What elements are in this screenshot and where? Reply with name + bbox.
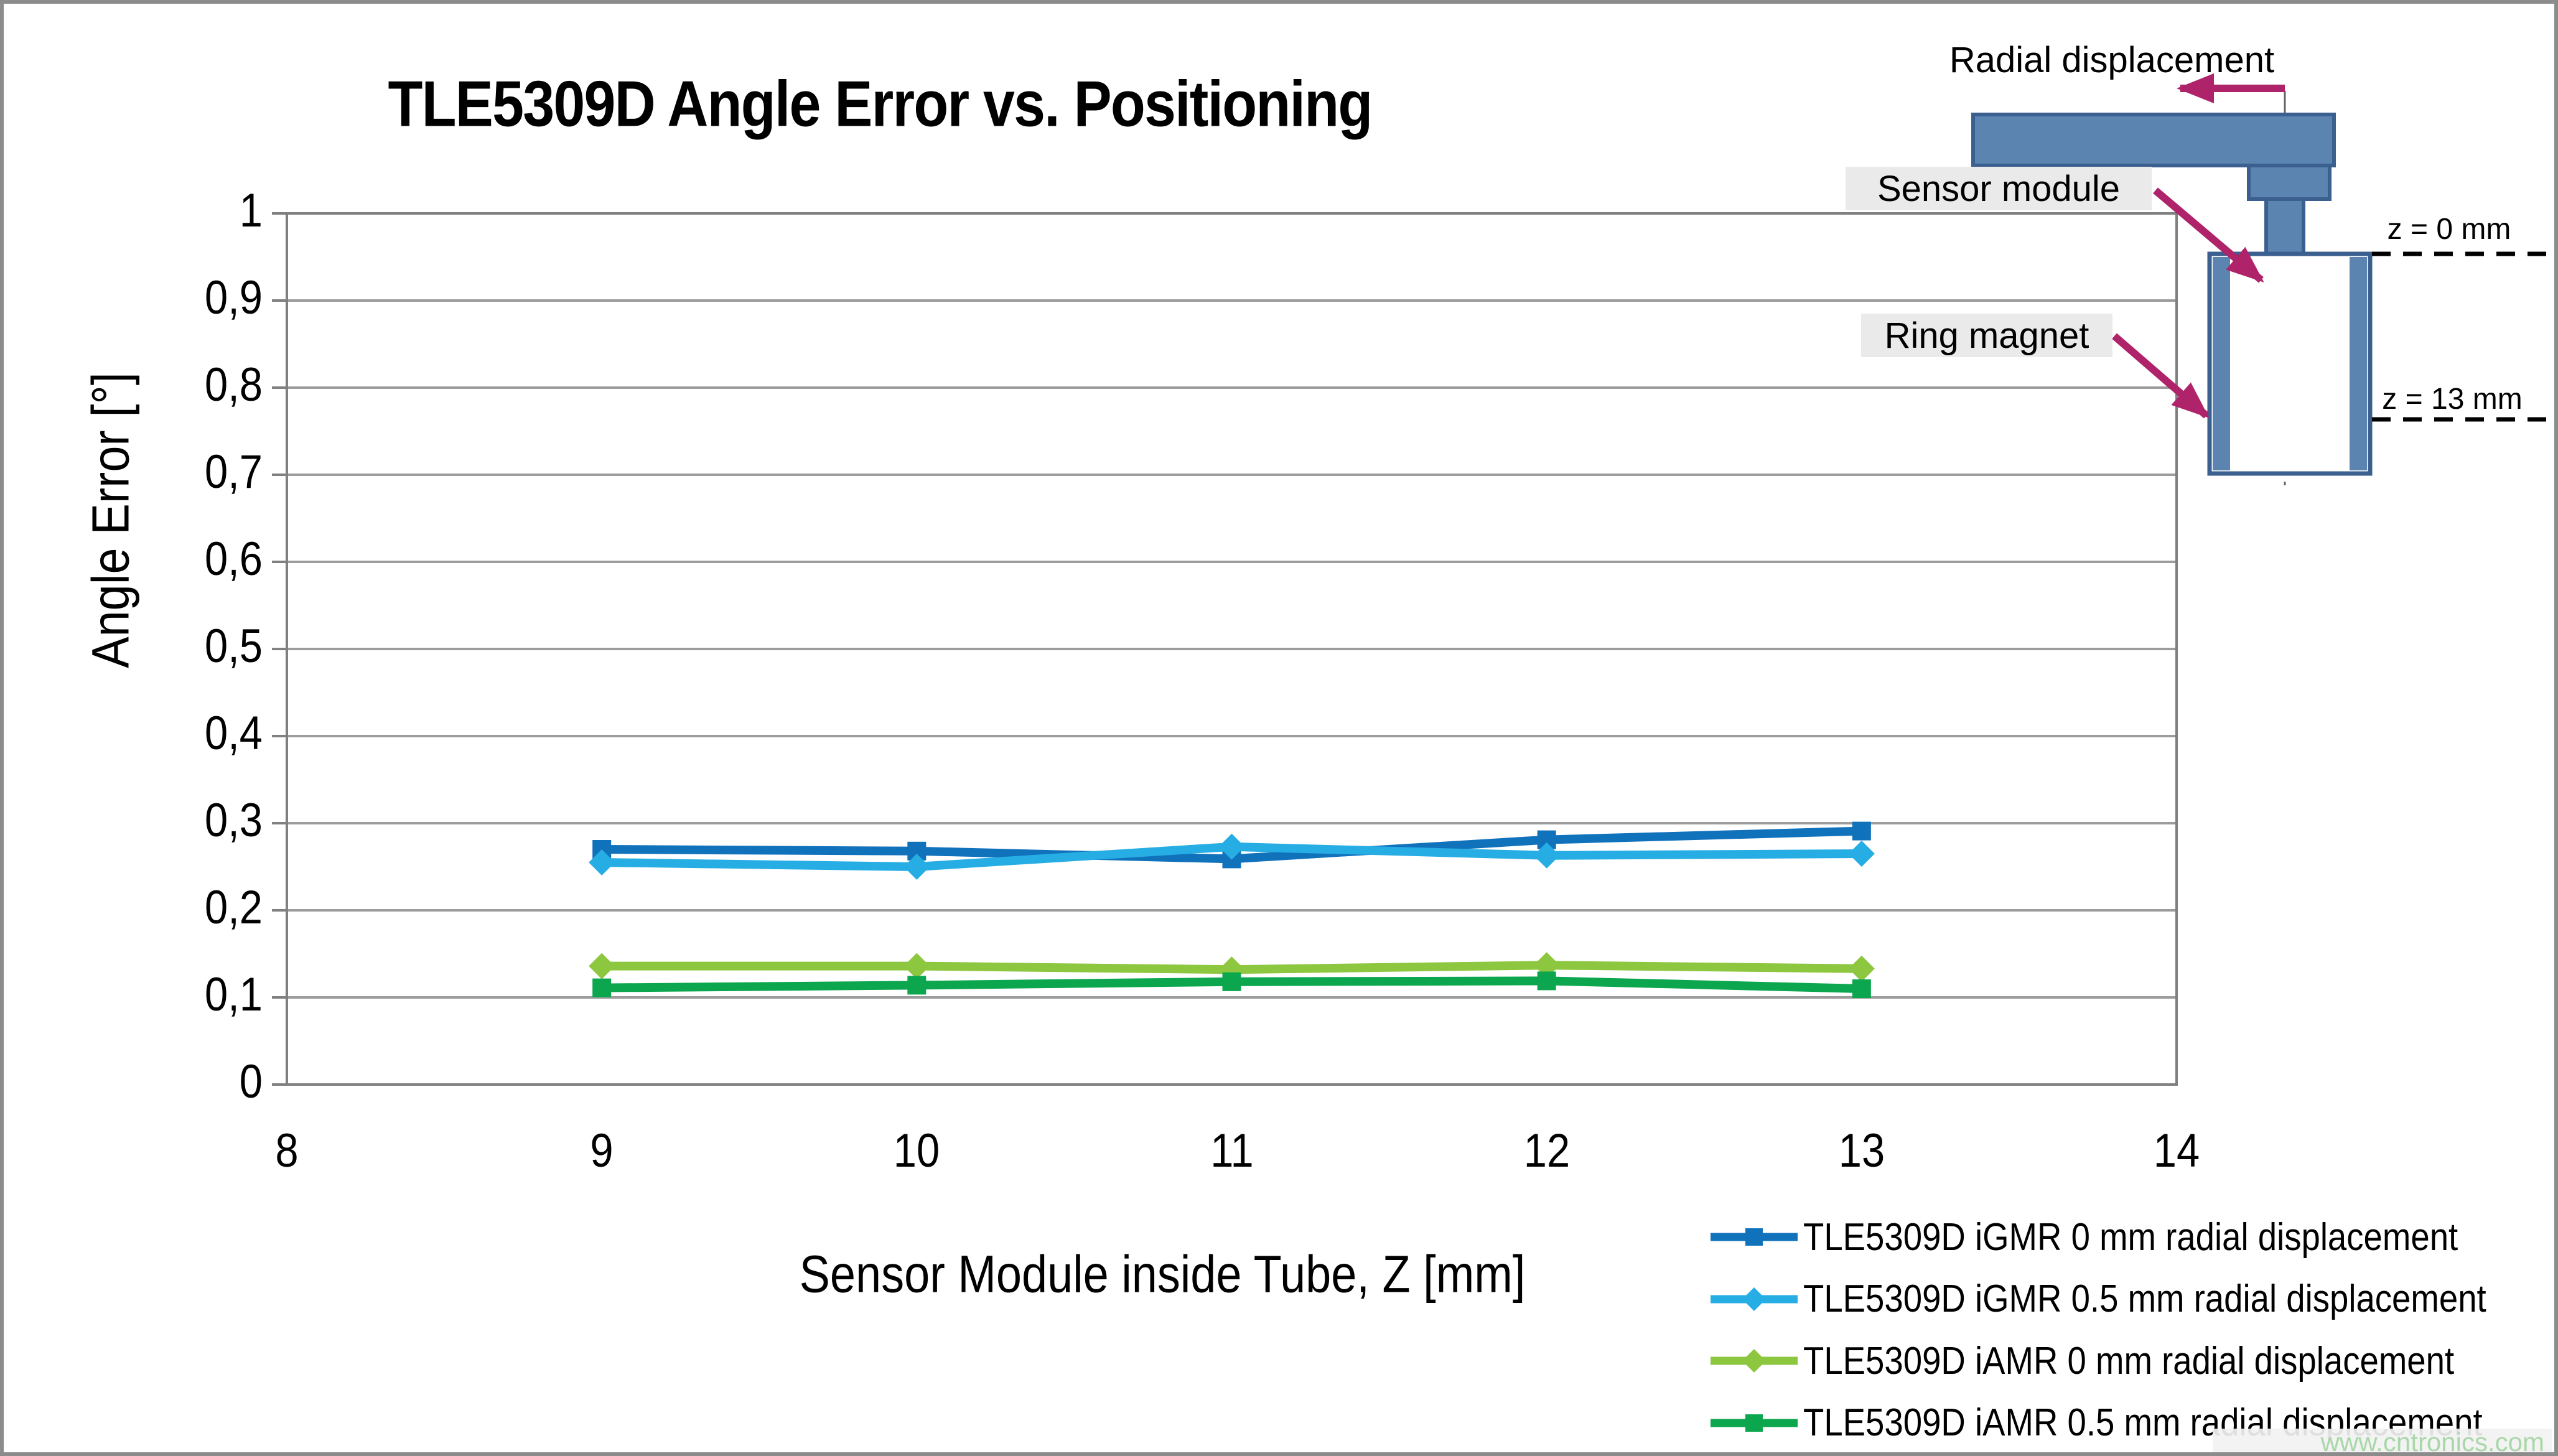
ring-magnet-label: Ring magnet [1861,314,2112,357]
setup-diagram [1971,73,2546,488]
legend-item: TLE5309D iAMR 0 mm radial displacement [1707,1339,2543,1383]
radial-displacement-label: Radial displacement [1949,39,2275,80]
sensor-rod [2264,197,2305,256]
arm-bar [1971,113,2336,167]
data-marker [1848,955,1875,982]
x-tick-label: 13 [1838,1124,1885,1177]
data-marker [1218,833,1245,860]
ring-magnet-arrow [2112,333,2210,419]
x-tick-label: 11 [1210,1124,1254,1177]
y-tick-label: 0,6 [205,533,263,586]
page-title: TLE5309D Angle Error vs. Positioning [388,68,1373,141]
x-tick-label: 12 [1523,1124,1570,1177]
legend-swatch-square [1711,1228,1798,1246]
x-tick-label: 9 [590,1124,614,1177]
legend-label: TLE5309D iGMR 0.5 mm radial displacement [1803,1277,2486,1320]
y-tick-label: 0,9 [205,271,263,325]
x-tick-label: 10 [894,1124,940,1177]
data-marker [589,849,615,875]
legend-item: TLE5309D iGMR 0 mm radial displacement [1707,1215,2547,1259]
data-marker [903,953,930,979]
legend-item: TLE5309D iGMR 0.5 mm radial displacement [1707,1277,2554,1321]
data-marker [1537,971,1556,991]
ring-magnet-body [2207,251,2373,476]
y-tick-label: 0,7 [205,446,263,499]
data-marker [589,953,615,979]
legend-swatch-square [1711,1414,1798,1432]
y-tick-label: 0,5 [205,620,263,673]
ring-magnet-wall-right [2350,257,2367,470]
data-marker [1852,979,1871,998]
arm-block [2247,164,2332,201]
legend-swatch-diamond [1711,1287,1798,1311]
data-marker [907,976,927,995]
sensor-module-arrow [2153,187,2264,283]
legend-label: TLE5309D iAMR 0 mm radial displacement [1803,1339,2455,1383]
z13-label: z = 13 mm [2382,382,2523,416]
y-tick-label: 0,3 [205,794,263,847]
data-marker [1852,821,1871,841]
ring-magnet-wall-left [2213,257,2230,470]
data-marker [903,854,930,880]
data-marker [1222,972,1241,991]
legend-swatch-diamond [1711,1349,1798,1373]
watermark: www.cntronics.com [2213,1427,2552,1452]
data-marker [1848,841,1875,867]
data-marker [592,978,612,997]
x-tick-label: 8 [275,1124,299,1177]
y-tick-label: 0 [239,1055,263,1109]
y-tick-label: 0,2 [205,881,263,935]
legend-label: TLE5309D iGMR 0 mm radial displacement [1803,1215,2458,1259]
x-tick-label: 14 [2153,1124,2200,1177]
z0-label: z = 0 mm [2387,212,2511,246]
x-axis-title: Sensor Module inside Tube, Z [mm] [799,1244,1526,1304]
data-marker [1533,842,1560,869]
chart-plot-area [272,73,2546,1086]
y-tick-label: 1 [239,184,263,238]
plot-border [286,212,2178,1086]
y-tick-label: 0,4 [205,707,263,760]
y-tick-label: 0,1 [205,968,263,1022]
sensor-module-label: Sensor module [1846,167,2152,210]
y-tick-label: 0,8 [205,358,263,412]
